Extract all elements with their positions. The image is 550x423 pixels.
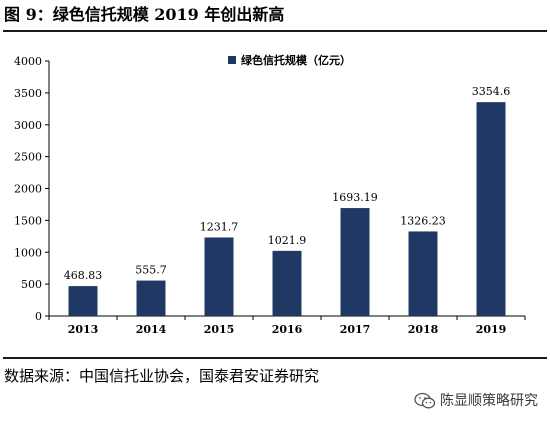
chart-title: 图 9：绿色信托规模 2019 年创出新高 — [4, 5, 285, 24]
y-tick-label: 1500 — [14, 214, 42, 227]
y-tick-label: 2000 — [14, 183, 42, 196]
y-tick-label: 4000 — [14, 55, 42, 68]
x-tick-label: 2013 — [68, 323, 99, 336]
watermark-text: 陈显顺策略研究 — [440, 393, 538, 409]
x-tick-label: 2015 — [204, 323, 235, 336]
x-tick-label: 2018 — [408, 323, 439, 336]
y-tick-label: 0 — [35, 310, 42, 323]
data-label: 1693.19 — [332, 191, 378, 204]
data-label: 1326.23 — [400, 214, 446, 227]
bar-2014 — [136, 280, 166, 316]
y-tick-label: 500 — [21, 278, 42, 291]
x-tick-label: 2019 — [476, 323, 507, 336]
chart-container: 0 500 1000 1500 2000 2500 3000 3500 4000 2013 2014… — [0, 32, 550, 354]
y-tick-label: 3000 — [14, 119, 42, 132]
data-label: 468.83 — [64, 269, 103, 282]
y-tick-label: 3500 — [14, 87, 42, 100]
bar-2015 — [204, 237, 234, 316]
bars: 468.83 555.7 1231.7 1021.9 1693.19 1326.23 335… — [64, 85, 511, 316]
legend-swatch — [228, 56, 236, 64]
footer-divider — [3, 357, 547, 359]
x-tick-label: 2017 — [340, 323, 371, 336]
bar-2016 — [272, 250, 302, 316]
y-tick-label: 2500 — [14, 151, 42, 164]
legend: 绿色信托规模（亿元） — [228, 53, 351, 67]
bar-2017 — [340, 208, 370, 316]
axes: 0 500 1000 1500 2000 2500 3000 3500 4000 2013 2014… — [14, 55, 526, 336]
legend-label: 绿色信托规模（亿元） — [241, 53, 351, 67]
watermark: 陈显顺策略研究 — [414, 389, 538, 413]
data-label: 3354.6 — [472, 85, 511, 98]
source-note: 数据来源：中国信托业协会，国泰君安证券研究 — [4, 367, 320, 385]
bar-2018 — [408, 231, 438, 316]
title-divider — [3, 30, 547, 32]
wechat-icon — [414, 392, 436, 409]
bar-2013 — [68, 286, 98, 316]
y-tick-label: 1000 — [14, 246, 42, 259]
data-label: 1021.9 — [268, 234, 307, 247]
x-tick-label: 2014 — [136, 323, 167, 336]
data-label: 555.7 — [135, 264, 167, 277]
data-label: 1231.7 — [200, 220, 239, 233]
x-tick-label: 2016 — [272, 323, 303, 336]
bar-chart: 0 500 1000 1500 2000 2500 3000 3500 4000 2013 2014… — [14, 53, 526, 336]
bar-2019 — [476, 102, 506, 316]
